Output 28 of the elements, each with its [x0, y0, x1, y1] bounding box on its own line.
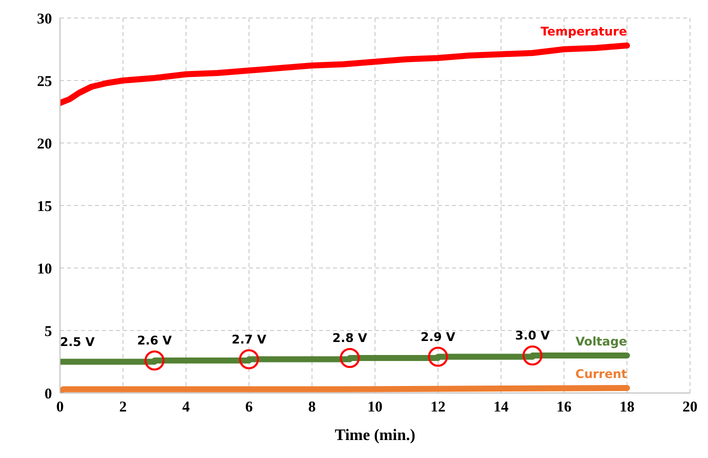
y-tick-label: 25 — [37, 74, 52, 90]
y-tick-label: 10 — [37, 261, 52, 278]
x-tick-label: 6 — [245, 400, 254, 416]
x-tick-label: 8 — [308, 400, 316, 416]
y-tick-label: 30 — [37, 11, 52, 28]
series-label: Current — [575, 367, 628, 381]
x-tick-label: 2 — [119, 400, 127, 416]
x-tick-label: 12 — [430, 400, 446, 416]
annotation: 2.5 V — [60, 334, 96, 349]
y-tick-label: 20 — [37, 136, 52, 152]
x-tick-label: 18 — [620, 400, 634, 416]
annotation: 2.6 V — [137, 334, 173, 348]
x-tick-label: 16 — [556, 400, 572, 416]
annotation: 2.9 V — [420, 330, 456, 344]
series-label: Voltage — [575, 334, 627, 348]
x-axis-title: Time (min.) — [334, 427, 416, 444]
x-tick-label: 10 — [368, 400, 382, 416]
y-tick-label: 15 — [37, 198, 52, 215]
x-tick-label: 4 — [182, 400, 190, 416]
x-tick-label: 20 — [682, 400, 698, 416]
y-tick-label: 5 — [44, 324, 52, 340]
x-tick-label: 14 — [494, 400, 509, 416]
y-tick-label: 0 — [44, 386, 52, 402]
annotation: 2.7 V — [232, 332, 268, 346]
x-tick-label: 0 — [56, 400, 64, 416]
annotation: 2.8 V — [332, 331, 368, 345]
series-label: Temperature — [540, 24, 627, 38]
annotation: 3.0 V — [515, 328, 551, 342]
